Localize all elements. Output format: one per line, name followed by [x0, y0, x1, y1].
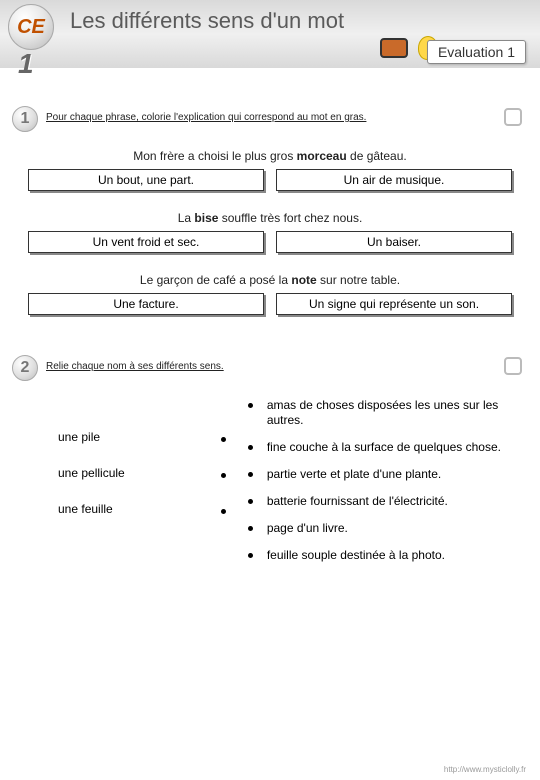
sentence-pre: Mon frère a choisi le plus gros	[133, 149, 296, 163]
match-right-label: batterie fournissant de l'électricité.	[267, 494, 448, 509]
match-left-item: une pile	[58, 430, 248, 444]
match-right-item: fine couche à la surface de quelques cho…	[248, 440, 510, 455]
footer-url: http://www.mysticlolly.fr	[444, 765, 526, 774]
match-right-item: page d'un livre.	[248, 521, 510, 536]
connector-dot[interactable]	[221, 473, 226, 478]
match-right-item: amas de choses disposées les unes sur le…	[248, 398, 510, 428]
evaluation-badge: Evaluation 1	[427, 40, 526, 64]
exercise-checkbox[interactable]	[504, 108, 522, 126]
worksheet-content: 1 Pour chaque phrase, colorie l'explicat…	[0, 68, 540, 575]
option-row: Un bout, une part. Un air de musique.	[22, 169, 518, 191]
connector-dot[interactable]	[248, 472, 253, 477]
match-right-label: page d'un livre.	[267, 521, 348, 536]
option-box[interactable]: Un signe qui représente un son.	[276, 293, 512, 315]
level-badge: CE	[8, 4, 54, 50]
exercise-instruction: Pour chaque phrase, colorie l'explicatio…	[46, 112, 518, 123]
matching-left-column: une pile une pellicule une feuille	[58, 398, 248, 575]
bag-icon	[380, 38, 408, 58]
match-left-item: une pellicule	[58, 466, 248, 480]
match-left-label: une pile	[58, 430, 100, 444]
match-right-label: feuille souple destinée à la photo.	[267, 548, 445, 563]
question-sentence: Mon frère a choisi le plus gros morceau …	[22, 149, 518, 163]
exercise-number: 1	[12, 106, 38, 132]
connector-dot[interactable]	[248, 445, 253, 450]
option-box[interactable]: Une facture.	[28, 293, 264, 315]
connector-dot[interactable]	[221, 437, 226, 442]
connector-dot[interactable]	[221, 509, 226, 514]
page-title: Les différents sens d'un mot	[70, 8, 344, 34]
match-right-item: feuille souple destinée à la photo.	[248, 548, 510, 563]
match-right-label: partie verte et plate d'une plante.	[267, 467, 441, 482]
question-sentence: La bise souffle très fort chez nous.	[22, 211, 518, 225]
sentence-post: souffle très fort chez nous.	[218, 211, 362, 225]
match-right-label: fine couche à la surface de quelques cho…	[267, 440, 501, 455]
question-group: Le garçon de café a posé la note sur not…	[22, 273, 518, 315]
matching-container: une pile une pellicule une feuille amas …	[22, 398, 518, 575]
connector-dot[interactable]	[248, 553, 253, 558]
match-left-item: une feuille	[58, 502, 248, 516]
matching-right-column: amas de choses disposées les unes sur le…	[248, 398, 510, 575]
option-box[interactable]: Un baiser.	[276, 231, 512, 253]
option-row: Un vent froid et sec. Un baiser.	[22, 231, 518, 253]
connector-dot[interactable]	[248, 526, 253, 531]
sentence-pre: La	[178, 211, 195, 225]
worksheet-header: CE 1 Les différents sens d'un mot Evalua…	[0, 0, 540, 68]
level-text: CE	[17, 16, 45, 39]
sentence-post: de gâteau.	[347, 149, 407, 163]
option-row: Une facture. Un signe qui représente un …	[22, 293, 518, 315]
sentence-post: sur notre table.	[317, 273, 400, 287]
sentence-bold: bise	[194, 211, 218, 225]
match-right-item: batterie fournissant de l'électricité.	[248, 494, 510, 509]
option-box[interactable]: Un air de musique.	[276, 169, 512, 191]
question-group: Mon frère a choisi le plus gros morceau …	[22, 149, 518, 191]
exercise-checkbox[interactable]	[504, 357, 522, 375]
match-right-label: amas de choses disposées les unes sur le…	[267, 398, 510, 428]
exercise-2: 2 Relie chaque nom à ses différents sens…	[22, 361, 518, 575]
exercise-number: 2	[12, 355, 38, 381]
sentence-bold: note	[291, 273, 316, 287]
option-box[interactable]: Un bout, une part.	[28, 169, 264, 191]
match-right-item: partie verte et plate d'une plante.	[248, 467, 510, 482]
match-left-label: une pellicule	[58, 466, 125, 480]
question-group: La bise souffle très fort chez nous. Un …	[22, 211, 518, 253]
exercise-1: 1 Pour chaque phrase, colorie l'explicat…	[22, 112, 518, 315]
exercise-instruction: Relie chaque nom à ses différents sens.	[46, 361, 518, 372]
connector-dot[interactable]	[248, 403, 253, 408]
match-left-label: une feuille	[58, 502, 113, 516]
connector-dot[interactable]	[248, 499, 253, 504]
question-sentence: Le garçon de café a posé la note sur not…	[22, 273, 518, 287]
level-sub: 1	[18, 48, 34, 80]
sentence-pre: Le garçon de café a posé la	[140, 273, 291, 287]
sentence-bold: morceau	[297, 149, 347, 163]
option-box[interactable]: Un vent froid et sec.	[28, 231, 264, 253]
